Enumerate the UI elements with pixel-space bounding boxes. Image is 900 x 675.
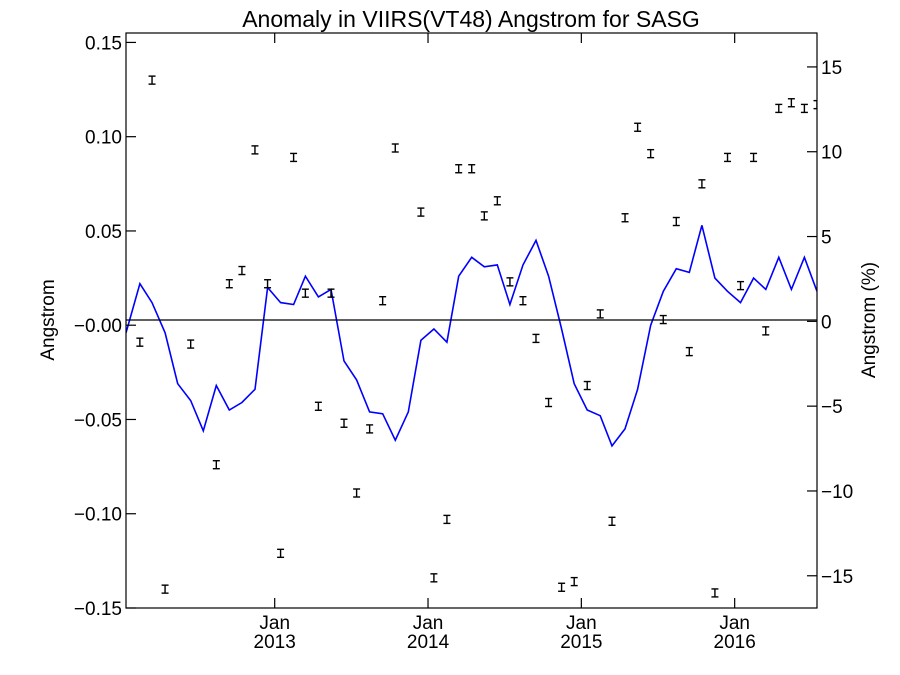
data-point bbox=[775, 103, 783, 114]
y-tick-label: −0.05 bbox=[74, 410, 122, 431]
y-axis-label: Angstrom bbox=[38, 279, 59, 360]
data-point bbox=[455, 164, 463, 174]
y-axis-label-right: Angstrom (%) bbox=[859, 262, 880, 378]
data-point bbox=[379, 296, 387, 306]
data-point bbox=[430, 573, 438, 583]
data-point bbox=[506, 277, 514, 287]
data-point bbox=[519, 296, 527, 306]
y2-tick-label: 5 bbox=[821, 228, 832, 249]
data-point bbox=[737, 280, 745, 291]
x-tick-label-month: Jan bbox=[719, 613, 750, 634]
data-point bbox=[762, 326, 770, 336]
data-point bbox=[724, 152, 732, 163]
data-point bbox=[212, 460, 220, 470]
x-tick-label-year: 2013 bbox=[254, 632, 296, 653]
data-point bbox=[238, 265, 246, 276]
data-point bbox=[264, 279, 272, 289]
y2-tick-label: −10 bbox=[821, 482, 853, 503]
data-point bbox=[301, 288, 309, 298]
data-point bbox=[290, 152, 298, 163]
data-point bbox=[314, 401, 322, 411]
data-point bbox=[493, 196, 501, 206]
data-point bbox=[698, 179, 706, 189]
data-point bbox=[672, 216, 680, 227]
x-tick-label-year: 2015 bbox=[560, 632, 602, 653]
data-point bbox=[685, 346, 693, 357]
y-tick-label: 0.10 bbox=[85, 128, 122, 149]
y-tick-label: −0.00 bbox=[74, 316, 122, 337]
data-point bbox=[634, 122, 642, 132]
data-point bbox=[532, 333, 540, 344]
data-point bbox=[327, 288, 335, 298]
data-point bbox=[366, 424, 374, 434]
data-point bbox=[277, 548, 285, 559]
data-point bbox=[608, 516, 616, 526]
data-point bbox=[353, 488, 361, 498]
data-point bbox=[570, 576, 578, 587]
data-point bbox=[647, 148, 655, 159]
data-point bbox=[136, 337, 144, 347]
data-point bbox=[340, 418, 348, 428]
y-tick-label: −0.10 bbox=[74, 505, 122, 526]
data-point bbox=[161, 584, 169, 594]
data-point bbox=[468, 164, 476, 174]
data-point bbox=[443, 514, 451, 525]
y2-tick-label: 0 bbox=[821, 312, 832, 333]
data-point bbox=[800, 103, 808, 114]
data-point bbox=[545, 397, 553, 408]
data-point bbox=[558, 582, 566, 592]
y-tick-label: −0.15 bbox=[74, 599, 122, 620]
y2-tick-label: −15 bbox=[821, 567, 853, 588]
data-point bbox=[711, 588, 719, 598]
data-point bbox=[596, 309, 604, 319]
x-tick-label-year: 2016 bbox=[714, 632, 756, 653]
data-point bbox=[391, 143, 399, 153]
y2-tick-label: 15 bbox=[821, 58, 842, 79]
y-tick-label: 0.15 bbox=[85, 33, 122, 54]
data-point bbox=[225, 279, 233, 289]
x-tick-label-year: 2014 bbox=[407, 632, 450, 653]
series-line bbox=[126, 225, 817, 448]
x-tick-label-month: Jan bbox=[566, 613, 597, 634]
data-point bbox=[417, 207, 425, 217]
y-tick-label: 0.05 bbox=[85, 222, 122, 243]
data-point bbox=[750, 152, 758, 163]
chart-title: Anomaly in VIIRS(VT48) Angstrom for SASG bbox=[242, 6, 700, 32]
data-point bbox=[251, 145, 259, 155]
data-point bbox=[787, 98, 795, 108]
data-point bbox=[187, 339, 195, 349]
data-point bbox=[148, 75, 156, 85]
data-point bbox=[583, 380, 591, 391]
x-tick-label-month: Jan bbox=[259, 613, 290, 634]
data-point bbox=[813, 99, 817, 110]
data-point bbox=[621, 213, 629, 223]
x-tick-label-month: Jan bbox=[413, 613, 444, 634]
data-point bbox=[480, 211, 488, 221]
y2-tick-label: −5 bbox=[821, 397, 843, 418]
y2-tick-label: 10 bbox=[821, 143, 842, 164]
